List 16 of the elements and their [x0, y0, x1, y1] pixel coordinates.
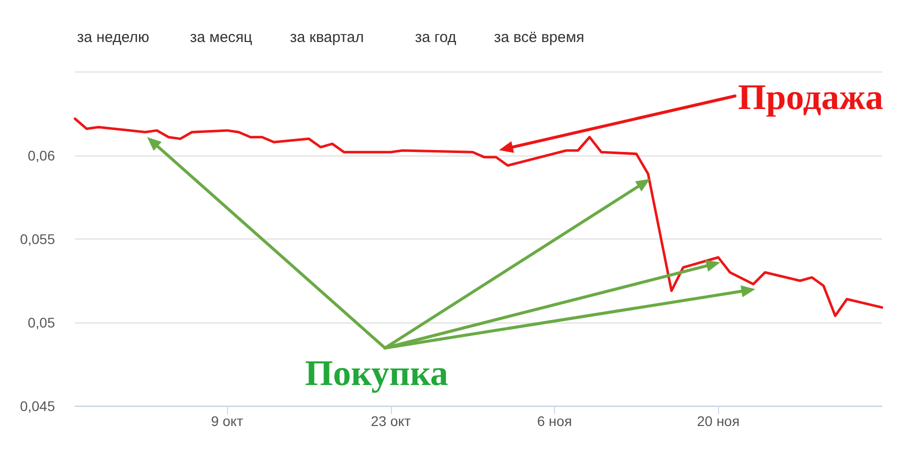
- y-tick-label: 0,06: [28, 148, 56, 164]
- text: за год: [415, 29, 456, 46]
- annotation: Продажа: [738, 76, 884, 118]
- x-tick-label: 9 окт: [210, 413, 244, 429]
- x-tick-label: 6 ноя: [537, 413, 572, 429]
- y-tick-label: 0,05: [28, 314, 56, 330]
- x-tick-label: 20 ноя: [696, 413, 740, 429]
- y-tick-label: 0,055: [20, 231, 56, 247]
- y-tick-label: 0,045: [20, 398, 56, 414]
- x-tick-label: 23 окт: [370, 413, 412, 429]
- text: за квартал: [290, 29, 364, 46]
- text: за месяц: [190, 29, 252, 46]
- annotation: Покупка: [305, 352, 448, 394]
- text: за всё время: [494, 29, 584, 46]
- text: за неделю: [77, 29, 150, 46]
- line-series: [74, 118, 884, 318]
